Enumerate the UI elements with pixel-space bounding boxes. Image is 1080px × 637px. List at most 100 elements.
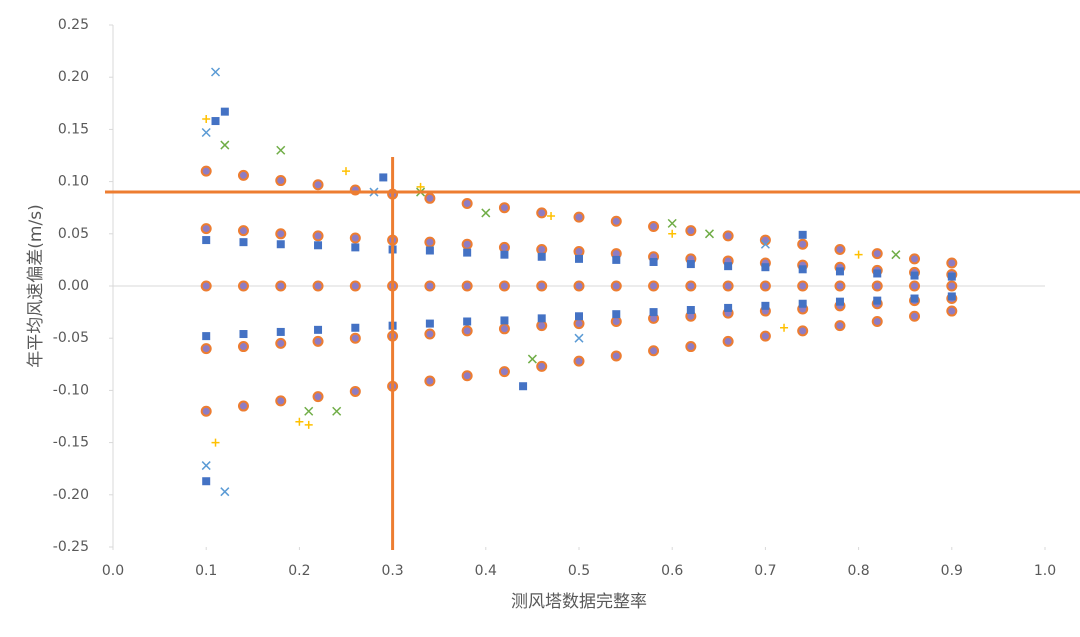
point (834, 320, 846, 332)
point (424, 236, 436, 248)
point (461, 280, 473, 292)
point (947, 272, 956, 281)
point (481, 208, 491, 218)
point (798, 230, 807, 239)
y-tick-label: -0.15 (53, 435, 89, 451)
point (947, 292, 956, 301)
point (276, 327, 285, 336)
point (946, 305, 958, 317)
point (667, 218, 677, 228)
point (536, 243, 548, 255)
point (200, 165, 212, 177)
point (649, 257, 658, 266)
y-tick-label: -0.10 (53, 382, 89, 398)
point (498, 366, 510, 378)
point (686, 306, 695, 315)
point (610, 280, 622, 292)
point (312, 280, 324, 292)
point (536, 360, 548, 372)
point (461, 370, 473, 382)
point (379, 173, 388, 182)
point (312, 230, 324, 242)
point (797, 280, 809, 292)
point (575, 254, 583, 263)
x-tick-label: 0.9 (941, 563, 963, 579)
point (704, 229, 715, 239)
point (211, 438, 220, 447)
point (202, 236, 211, 245)
point (780, 323, 789, 332)
point (200, 280, 212, 292)
point (424, 328, 436, 340)
point (536, 207, 548, 219)
y-tick-label: -0.20 (53, 487, 89, 503)
point (349, 280, 361, 292)
point (798, 299, 807, 308)
point (202, 332, 211, 341)
point (201, 461, 211, 471)
point (648, 345, 660, 357)
point (220, 140, 230, 150)
point (573, 246, 585, 258)
point (424, 192, 436, 204)
x-tick-label: 0.5 (568, 563, 590, 579)
point (910, 294, 919, 303)
point (722, 335, 734, 347)
point (668, 229, 677, 238)
point (797, 238, 809, 250)
point (760, 239, 770, 249)
point (304, 420, 313, 429)
point (239, 330, 248, 339)
point (500, 316, 509, 325)
point (351, 243, 360, 252)
point (275, 228, 287, 240)
point (275, 175, 287, 187)
point (202, 114, 211, 123)
point (500, 250, 509, 259)
point (425, 246, 434, 255)
point (573, 211, 585, 223)
point (891, 250, 901, 260)
x-axis-label: 测风塔数据完整率 (511, 592, 647, 612)
point (200, 405, 212, 417)
point (349, 232, 361, 244)
x-tick-label: 0.2 (288, 563, 310, 579)
point (685, 341, 697, 353)
point (575, 312, 583, 321)
point (946, 280, 958, 292)
x-tick-label: 0.8 (847, 563, 869, 579)
point (332, 406, 342, 416)
point (873, 269, 882, 278)
point (295, 417, 304, 426)
point (201, 128, 211, 138)
point (610, 215, 622, 227)
point (610, 315, 622, 327)
point (759, 330, 771, 342)
point (312, 179, 324, 191)
point (909, 310, 921, 322)
y-tick-label: 0.10 (58, 174, 89, 190)
point (724, 262, 733, 271)
y-tick-label: 0.15 (58, 121, 89, 137)
point (275, 280, 287, 292)
point (909, 280, 921, 292)
y-tick-label: 0.25 (58, 17, 89, 33)
point (275, 395, 287, 407)
point (314, 325, 323, 334)
point (210, 67, 221, 77)
point (312, 391, 324, 403)
point (537, 314, 546, 323)
point (498, 241, 510, 253)
point (835, 267, 844, 276)
point (349, 332, 361, 344)
point (527, 354, 537, 364)
x-tick-label: 1.0 (1034, 563, 1056, 579)
point (425, 319, 434, 328)
point (416, 182, 425, 191)
point (461, 325, 473, 337)
point (798, 265, 807, 274)
x-tick-label: 0.3 (381, 563, 403, 579)
x-tick-label: 0.6 (661, 563, 683, 579)
point (648, 280, 660, 292)
point (649, 308, 658, 317)
